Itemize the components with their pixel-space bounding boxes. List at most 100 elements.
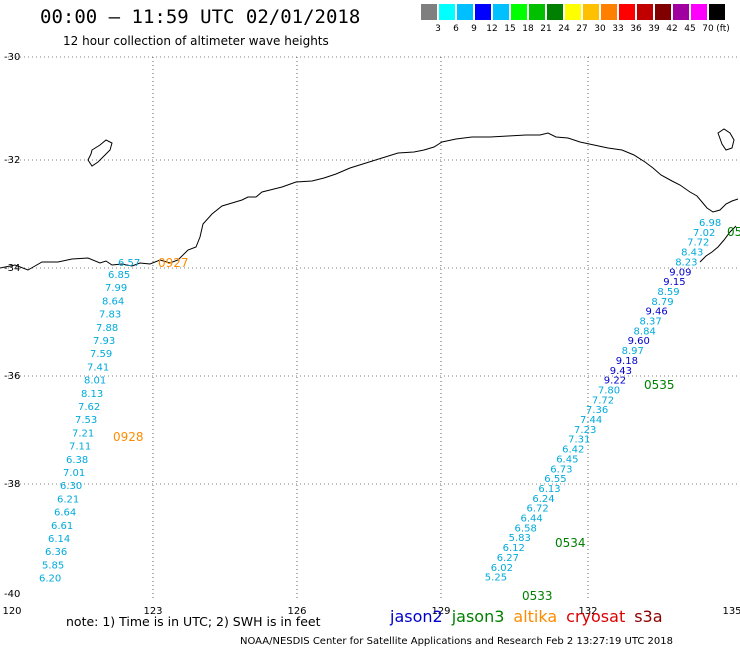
swh-value: 6.58 [515,523,537,534]
pass-time-label: 0927 [158,256,189,270]
lon-tick-label: 120 [2,606,21,617]
lat-tick-label: -34 [4,263,20,274]
legend-s3a: s3a [634,607,663,626]
pass-time-label: 05 [727,225,740,239]
swh-value: 6.38 [66,455,88,466]
swh-value: 7.31 [568,435,590,446]
scale-swatch [547,4,563,20]
swh-value: 8.23 [675,257,697,268]
swh-value: 8.59 [657,287,679,298]
swh-value: 7.93 [93,336,115,347]
swh-value: 7.62 [78,402,100,413]
swh-value: 9.09 [669,267,691,278]
axis-labels: 120 123 126 129 132 135 -30 -32 -34 -36 -38 -40 [2,52,740,617]
grid-lines [8,56,740,600]
scale-swatch [511,4,527,20]
swh-value: 8.97 [622,346,644,357]
swh-value: 6.14 [48,534,70,545]
swh-value: 6.20 [39,574,61,585]
eyre-coast-fragment [699,225,737,263]
swh-value: 7.80 [598,385,620,396]
scale-swatch [475,4,491,20]
swh-value: 7.11 [69,442,91,453]
legend-cryosat: cryosat [566,607,626,626]
swh-value: 6.27 [497,553,519,564]
swh-value: 7.72 [592,395,614,406]
scale-label: 12 [486,24,498,34]
australia-south-coast [0,132,739,271]
lon-tick-label: 126 [287,606,306,617]
scale-swatch [709,4,725,20]
recherche-island [87,139,113,167]
swh-value: 8.43 [681,248,703,259]
swh-value: 9.15 [663,277,685,288]
swh-value: 8.79 [651,297,673,308]
swh-value: 5.83 [509,533,531,544]
swh-value: 6.55 [544,474,566,485]
swh-value: 7.44 [580,415,602,426]
scale-label: 6 [453,24,459,34]
swh-value: 6.64 [54,508,76,519]
swh-value: 6.44 [521,514,543,525]
swh-value: 6.42 [562,445,584,456]
scale-label: 70 [702,24,714,34]
swh-value: 8.01 [84,376,106,387]
scale-swatch [601,4,617,20]
track-west: 6.85 7.99 8.64 7.83 7.88 7.93 7.59 7.41 8.01 8.13… [39,256,189,585]
lat-tick-label: -40 [4,589,20,600]
kangaroo-island-fragment [717,128,735,151]
swh-value: 8.84 [634,326,656,337]
scale-swatch [583,4,599,20]
swh-value: 7.83 [99,310,121,321]
swh-value: 8.64 [102,296,124,307]
lat-tick-label: -32 [4,155,20,166]
lon-tick-label: 132 [578,606,597,617]
scale-swatch [619,4,635,20]
swh-value: 7.23 [574,425,596,436]
swh-value: 8.37 [640,317,662,328]
swh-value: 9.60 [628,336,650,347]
scale-swatch [673,4,689,20]
scale-label: 21 [540,24,552,34]
legend-jason3: jason3 [451,607,505,626]
swh-value: 7.01 [63,468,85,479]
lat-tick-label: -38 [4,479,20,490]
scale-label: 24 [558,24,570,34]
swh-value: 6.24 [532,494,554,505]
swh-value: 6.21 [57,494,79,505]
scale-label: 39 [648,24,660,34]
swh-value: 9.18 [616,356,638,367]
scale-label: 42 [666,24,678,34]
legend-altika: altika [513,607,558,626]
swh-value: 7.21 [72,428,94,439]
swh-value: 9.43 [610,366,632,377]
scale-label: 36 [630,24,642,34]
swh-value: 6.98 [699,218,721,229]
pass-time-label: 0535 [644,378,675,392]
map-subtitle: 12 hour collection of altimeter wave hei… [63,34,329,48]
scale-swatch [457,4,473,20]
swh-value: 9.22 [604,376,626,387]
scale-swatch [565,4,581,20]
swh-value: 6.13 [538,484,560,495]
swh-value: 8.13 [81,389,103,400]
legend-jason2: jason2 [390,607,443,626]
scale-swatch [691,4,707,20]
map-title: 00:00 – 11:59 UTC 02/01/2018 [40,6,361,28]
swh-value: 6.12 [503,543,525,554]
lon-tick-label: 135 [722,606,740,617]
scale-label: 18 [522,24,534,34]
swh-value: 6.02 [491,563,513,574]
scale-swatch [637,4,653,20]
footnote: note: 1) Time is in UTC; 2) SWH is in fe… [66,614,321,629]
scale-swatch [421,4,437,20]
pass-time-label: 0928 [113,430,144,444]
swh-value: 6.36 [45,547,67,558]
swh-value: 7.72 [687,238,709,249]
swh-value: 6.61 [51,521,73,532]
scale-label: 9 [471,24,477,34]
scale-label: 30 [594,24,606,34]
swh-value: 7.41 [87,362,109,373]
swh-value: 7.59 [90,349,112,360]
